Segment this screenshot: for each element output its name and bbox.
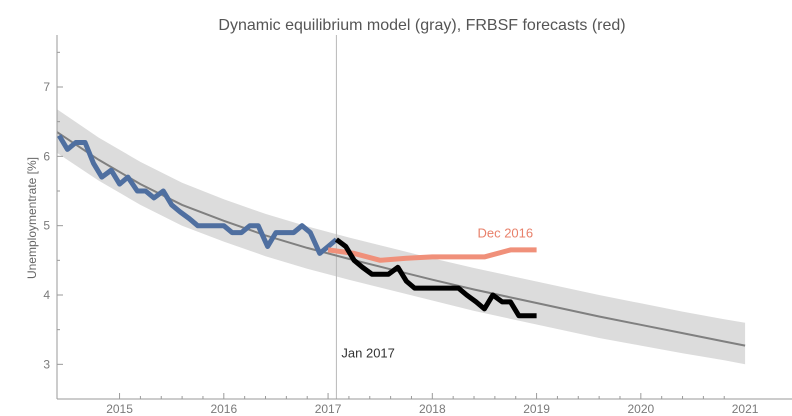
y-tick-label: 4 bbox=[43, 288, 50, 302]
model-line bbox=[56, 131, 746, 347]
frbsf-forecast-line bbox=[327, 247, 537, 263]
x-tick-label: 2015 bbox=[106, 402, 133, 416]
data-line-post-jan-2017 bbox=[334, 237, 537, 319]
x-tick-label: 2018 bbox=[419, 402, 446, 416]
x-tick-label: 2019 bbox=[523, 402, 550, 416]
dec-2016-label: Dec 2016 bbox=[477, 225, 533, 240]
x-tick-label: 2016 bbox=[210, 402, 237, 416]
y-tick-label: 6 bbox=[43, 149, 50, 163]
y-tick-label: 7 bbox=[43, 80, 50, 94]
confidence-band bbox=[57, 109, 746, 365]
axes: 2015 2016 2017 2018 2019 2020 2021 3 4 5 6 7 bbox=[43, 35, 792, 416]
chart-title: Dynamic equilibrium model (gray), FRBSF … bbox=[218, 17, 625, 34]
x-tick-label: 2017 bbox=[315, 402, 342, 416]
plot-area bbox=[56, 35, 746, 399]
x-ticks: 2015 2016 2017 2018 2019 2020 2021 bbox=[106, 393, 759, 416]
jan-2017-label: Jan 2017 bbox=[341, 345, 395, 360]
x-tick-label: 2021 bbox=[732, 402, 759, 416]
y-tick-label: 3 bbox=[43, 357, 50, 371]
x-tick-label: 2020 bbox=[627, 402, 654, 416]
y-tick-label: 5 bbox=[43, 219, 50, 233]
y-axis-label: Unemploymentrate [%] bbox=[25, 157, 39, 279]
data-line-pre-jan-2017 bbox=[56, 134, 339, 256]
y-ticks: 3 4 5 6 7 bbox=[43, 51, 63, 371]
